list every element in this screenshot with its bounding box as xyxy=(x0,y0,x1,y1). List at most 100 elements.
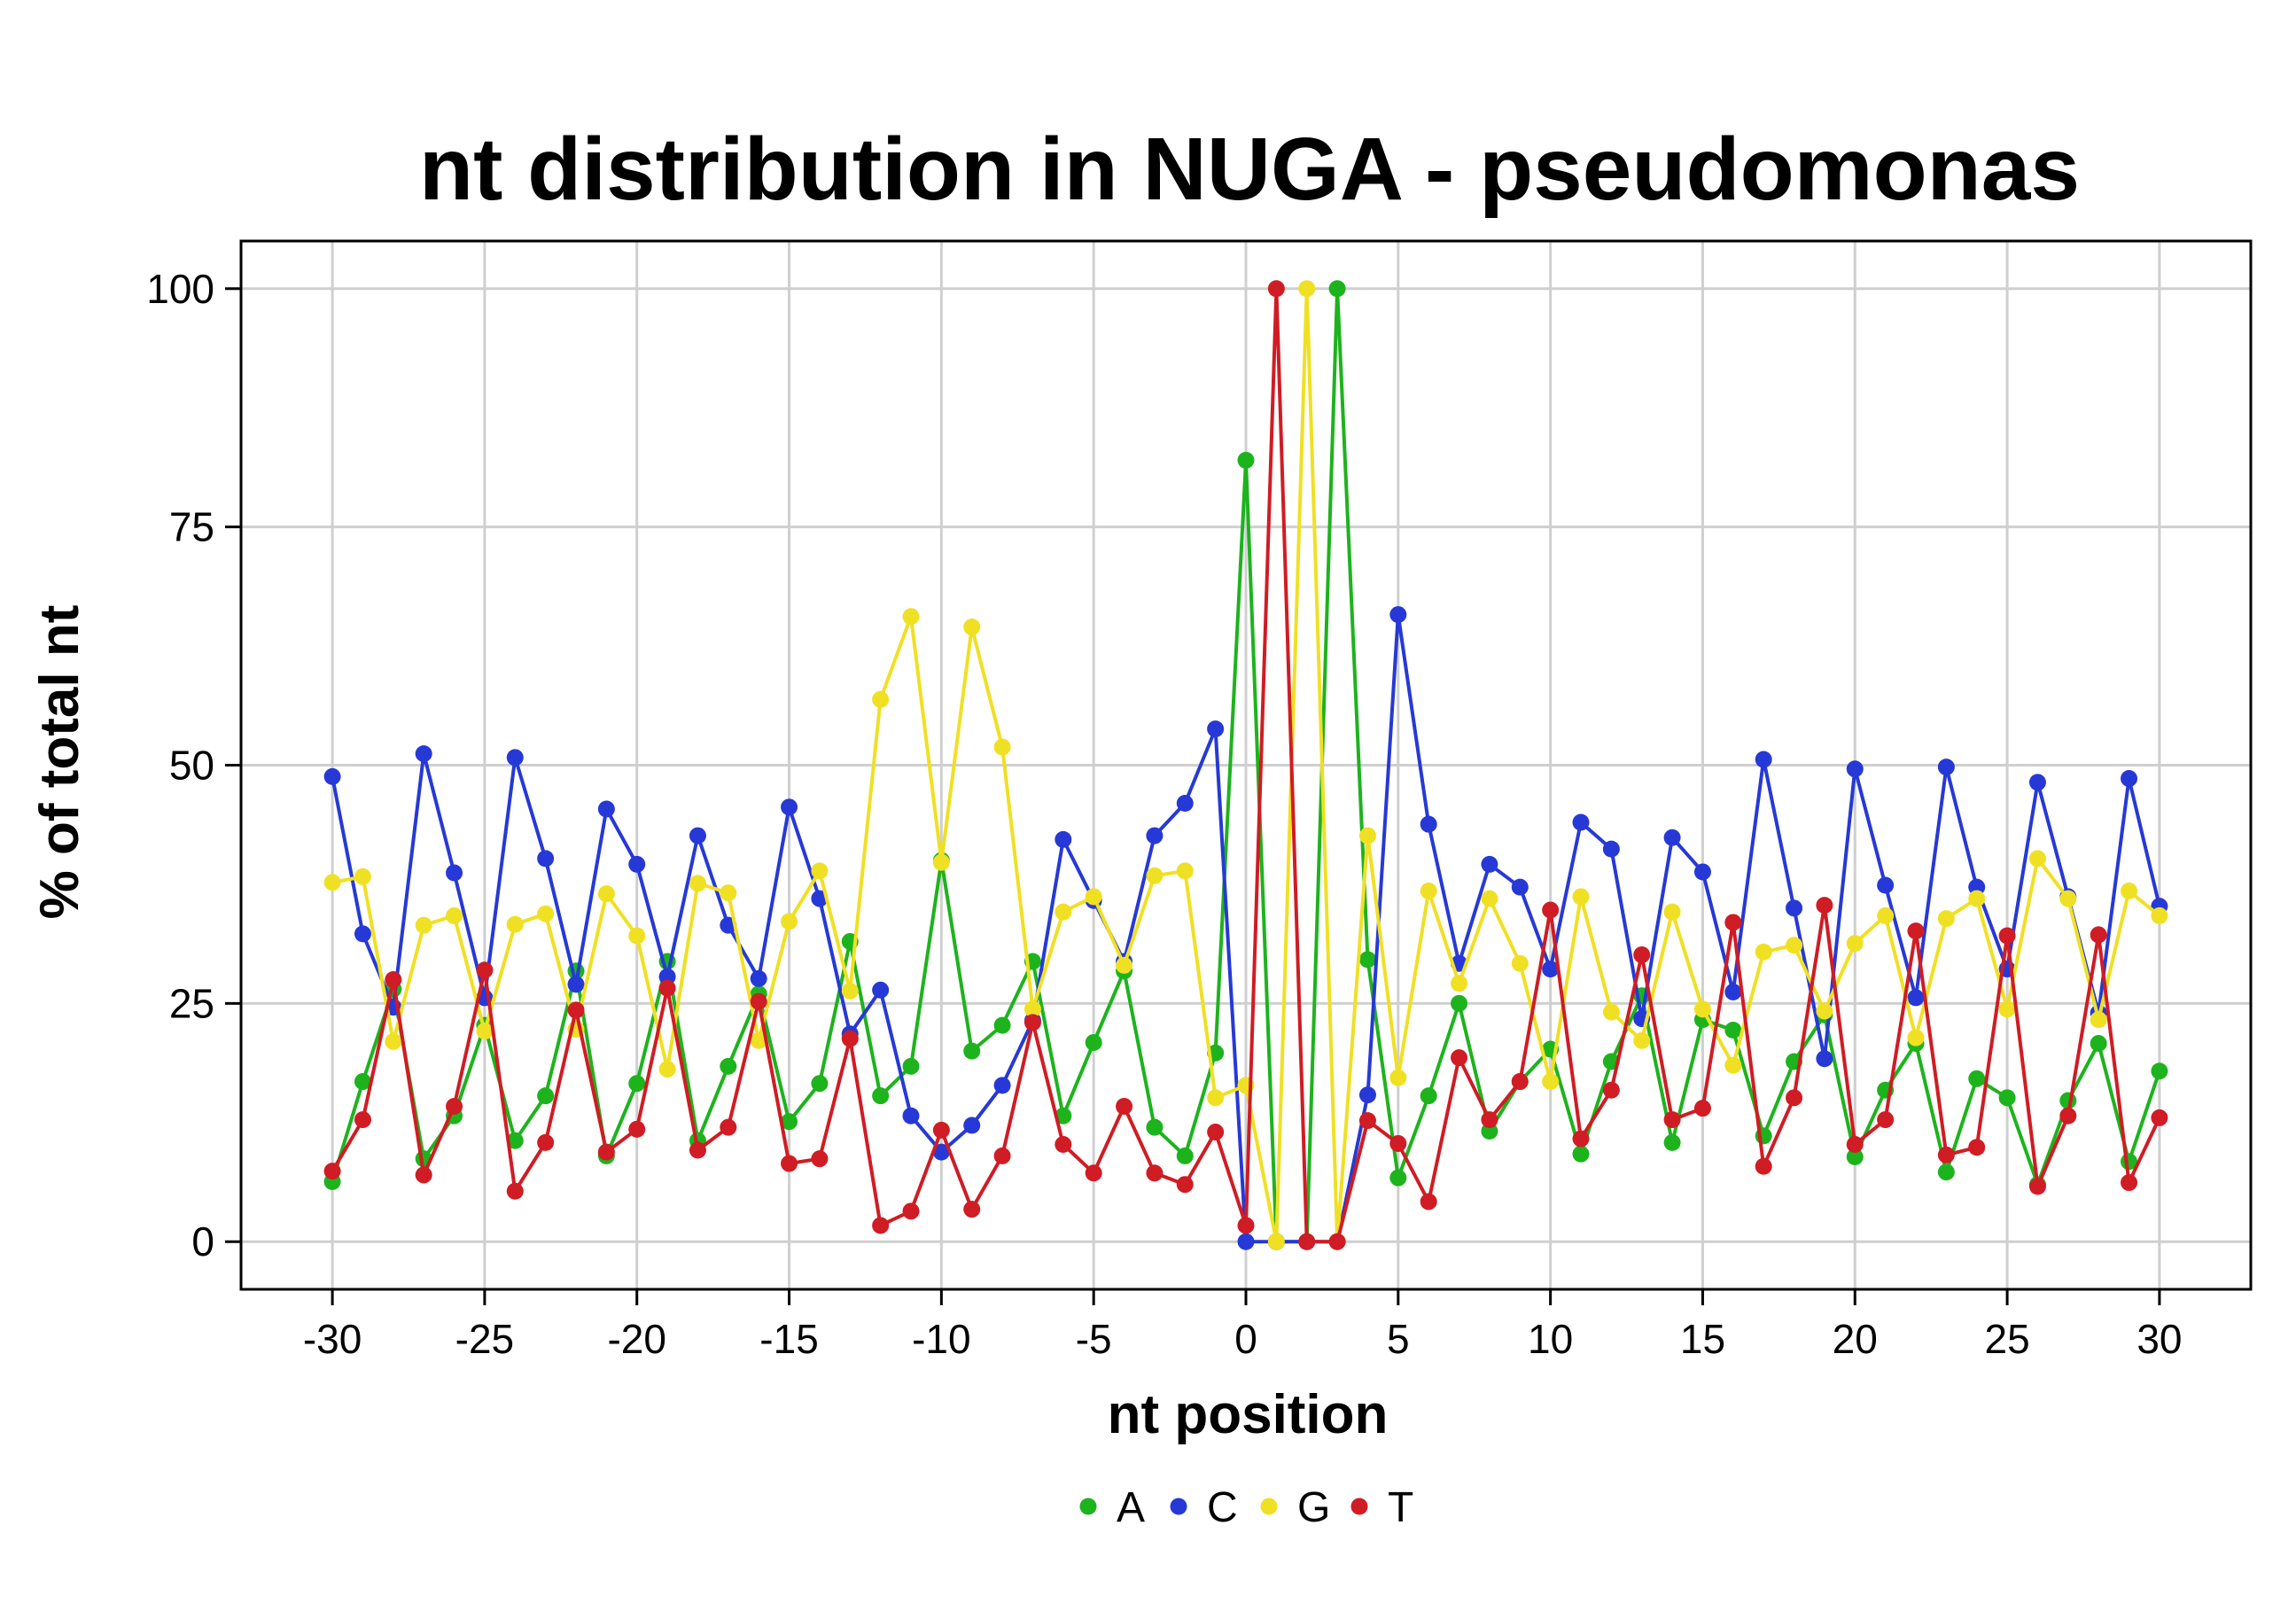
data-point-G xyxy=(1085,888,1102,906)
data-point-G xyxy=(1877,907,1895,924)
data-point-G xyxy=(1481,890,1498,907)
data-point-G xyxy=(385,1032,402,1050)
legend-marker-A xyxy=(1079,1498,1097,1515)
data-point-T xyxy=(385,970,402,988)
data-point-T xyxy=(446,1098,463,1116)
data-point-G xyxy=(1755,943,1772,961)
data-point-T xyxy=(872,1217,890,1234)
data-point-T xyxy=(993,1147,1011,1164)
data-point-A xyxy=(1451,994,1468,1012)
data-point-G xyxy=(1572,888,1590,906)
data-point-A xyxy=(1572,1145,1590,1163)
x-tick-label: 0 xyxy=(1234,1316,1257,1362)
data-point-G xyxy=(2121,882,2138,899)
data-point-A xyxy=(2151,1062,2168,1080)
data-point-T xyxy=(1085,1164,1102,1182)
data-point-C xyxy=(1786,899,1803,917)
x-tick-label: 15 xyxy=(1680,1316,1725,1362)
data-point-G xyxy=(658,1061,676,1078)
data-point-T xyxy=(1511,1073,1529,1091)
data-point-G xyxy=(597,885,615,903)
data-point-G xyxy=(1298,280,1316,298)
data-point-G xyxy=(1207,1089,1225,1107)
data-point-A xyxy=(1328,280,1346,298)
x-tick-label: -25 xyxy=(455,1316,514,1362)
legend-marker-C xyxy=(1170,1498,1187,1515)
data-point-C xyxy=(1816,1050,1833,1068)
data-point-T xyxy=(750,992,767,1010)
data-point-A xyxy=(506,1132,524,1149)
legend-label-G: G xyxy=(1297,1484,1330,1531)
data-point-C xyxy=(1907,989,1925,1007)
data-point-T xyxy=(597,1143,615,1161)
data-point-G xyxy=(1998,1000,2016,1018)
data-point-G xyxy=(1663,903,1681,921)
chart-title: nt distribution in NUGA - pseudomonas xyxy=(419,120,2080,219)
data-point-G xyxy=(354,868,371,885)
data-point-A xyxy=(1998,1089,2016,1107)
data-point-C xyxy=(1055,830,1072,848)
data-point-T xyxy=(1937,1146,1955,1163)
data-point-G xyxy=(1602,1003,1620,1021)
data-point-C xyxy=(1602,840,1620,858)
data-point-C xyxy=(689,827,706,844)
data-point-T xyxy=(1877,1111,1895,1129)
data-point-C xyxy=(354,925,371,943)
data-point-G xyxy=(689,875,706,892)
x-tick-label: -30 xyxy=(303,1316,362,1362)
data-point-G xyxy=(1055,903,1072,921)
data-point-T xyxy=(1358,1112,1376,1130)
data-point-A xyxy=(720,1057,737,1075)
data-point-C xyxy=(1146,827,1164,844)
data-point-T xyxy=(476,961,494,979)
data-point-G xyxy=(1023,1000,1041,1018)
data-point-C xyxy=(1511,878,1529,896)
data-point-T xyxy=(1389,1134,1407,1152)
data-point-C xyxy=(1663,829,1681,846)
data-point-A xyxy=(1237,451,1255,469)
data-point-G xyxy=(1724,1056,1742,1074)
x-tick-label: 25 xyxy=(1985,1316,2030,1362)
data-point-G xyxy=(1267,1233,1285,1250)
data-point-C xyxy=(2121,770,2138,788)
data-point-G xyxy=(1846,935,1864,953)
x-axis-title: nt position xyxy=(1108,1384,1389,1445)
data-point-C xyxy=(1755,751,1772,768)
data-point-T xyxy=(1663,1111,1681,1129)
x-tick-label: -5 xyxy=(1076,1316,1112,1362)
data-point-T xyxy=(1237,1217,1255,1234)
data-point-G xyxy=(2090,1011,2107,1029)
data-point-T xyxy=(1602,1081,1620,1099)
data-point-G xyxy=(781,913,798,930)
data-point-T xyxy=(1907,922,1925,940)
data-point-C xyxy=(1542,961,1560,978)
data-point-G xyxy=(537,905,555,922)
data-point-T xyxy=(1451,1049,1468,1067)
data-point-T xyxy=(415,1166,432,1184)
y-tick-label: 50 xyxy=(169,743,214,789)
data-point-C xyxy=(1724,983,1742,1000)
series-T xyxy=(323,280,2168,1250)
data-point-T xyxy=(781,1155,798,1172)
data-point-C xyxy=(1237,1233,1255,1250)
data-point-T xyxy=(1968,1139,1986,1156)
data-point-G xyxy=(811,862,829,880)
data-point-A xyxy=(1968,1070,1986,1087)
data-point-A xyxy=(993,1016,1011,1034)
data-point-A xyxy=(1176,1147,1194,1164)
legend-label-C: C xyxy=(1207,1484,1238,1531)
legend-label-T: T xyxy=(1388,1484,1413,1531)
data-point-T xyxy=(811,1150,829,1168)
data-point-C xyxy=(1207,720,1225,738)
legend-label-A: A xyxy=(1117,1484,1145,1531)
data-point-T xyxy=(689,1141,706,1159)
x-tick-label: 10 xyxy=(1528,1316,1573,1362)
data-point-A xyxy=(354,1073,371,1091)
data-point-T xyxy=(1055,1136,1072,1154)
series-layer xyxy=(323,280,2168,1250)
data-point-C xyxy=(2028,774,2046,791)
y-tick-label: 75 xyxy=(169,504,214,550)
data-point-C xyxy=(415,745,432,763)
data-point-C xyxy=(1572,813,1590,831)
